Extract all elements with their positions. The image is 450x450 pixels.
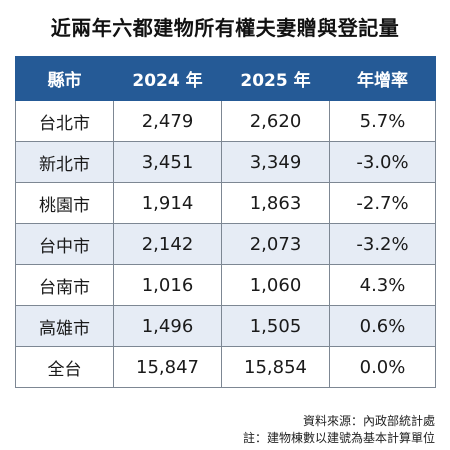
cell-2024: 1,496 xyxy=(113,305,222,347)
cell-city: 新北市 xyxy=(15,141,114,183)
table-row: 台中市 2,142 2,073 -3.2% xyxy=(15,223,436,265)
cell-2025: 2,073 xyxy=(221,223,330,265)
table-row: 新北市 3,451 3,349 -3.0% xyxy=(15,141,436,183)
cell-growth: 0.6% xyxy=(329,305,436,347)
table-row-total: 全台 15,847 15,854 0.0% xyxy=(15,346,436,388)
cell-2024: 15,847 xyxy=(113,346,222,388)
source-note: 資料來源：內政部統計處 xyxy=(302,414,435,428)
table-header-row: 縣市 2024 年 2025 年 年增率 xyxy=(15,56,436,101)
cell-2025: 15,854 xyxy=(221,346,330,388)
table-row: 台北市 2,479 2,620 5.7% xyxy=(15,100,436,142)
cell-city: 全台 xyxy=(15,346,114,388)
cell-2024: 3,451 xyxy=(113,141,222,183)
cell-2025: 1,060 xyxy=(221,264,330,306)
cell-city: 高雄市 xyxy=(15,305,114,347)
cell-city: 台北市 xyxy=(15,100,114,142)
cell-growth: 0.0% xyxy=(329,346,436,388)
cell-growth: 4.3% xyxy=(329,264,436,306)
column-header-growth: 年增率 xyxy=(329,56,436,101)
column-header-2024: 2024 年 xyxy=(113,56,222,101)
cell-2025: 3,349 xyxy=(221,141,330,183)
cell-growth: -2.7% xyxy=(329,182,436,224)
cell-2025: 2,620 xyxy=(221,100,330,142)
cell-city: 桃園市 xyxy=(15,182,114,224)
data-table: 縣市 2024 年 2025 年 年增率 台北市 2,479 2,620 5.7… xyxy=(15,56,436,388)
column-header-city: 縣市 xyxy=(15,56,114,101)
cell-2025: 1,505 xyxy=(221,305,330,347)
footnote: 註：建物棟數以建號為基本計算單位 xyxy=(242,431,435,445)
table-row: 台南市 1,016 1,060 4.3% xyxy=(15,264,436,306)
cell-2024: 2,142 xyxy=(113,223,222,265)
page-title: 近兩年六都建物所有權夫妻贈與登記量 xyxy=(50,16,400,40)
cell-growth: -3.2% xyxy=(329,223,436,265)
cell-city: 台中市 xyxy=(15,223,114,265)
cell-growth: -3.0% xyxy=(329,141,436,183)
cell-2024: 1,016 xyxy=(113,264,222,306)
table-row: 桃園市 1,914 1,863 -2.7% xyxy=(15,182,436,224)
cell-2025: 1,863 xyxy=(221,182,330,224)
column-header-2025: 2025 年 xyxy=(221,56,330,101)
cell-growth: 5.7% xyxy=(329,100,436,142)
table-row: 高雄市 1,496 1,505 0.6% xyxy=(15,305,436,347)
cell-city: 台南市 xyxy=(15,264,114,306)
cell-2024: 1,914 xyxy=(113,182,222,224)
cell-2024: 2,479 xyxy=(113,100,222,142)
